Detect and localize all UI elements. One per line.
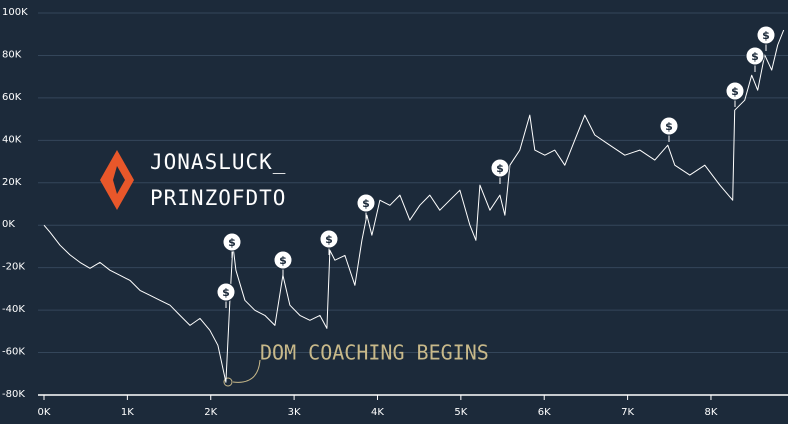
- marker-icon: $: [325, 233, 333, 246]
- y-tick-label: 80K: [2, 49, 22, 60]
- x-tick-label: 6K: [538, 407, 551, 418]
- marker: [725, 81, 745, 101]
- marker: [490, 158, 510, 178]
- player-name: PRINZOFDTO: [150, 186, 286, 210]
- y-tick-label: -20K: [2, 262, 25, 273]
- money-markers: $$$$$$$$$$: [216, 25, 776, 308]
- marker-icon: $: [228, 236, 236, 249]
- x-tick-label: 7K: [621, 407, 634, 418]
- annotation-leader: [232, 359, 261, 383]
- x-tick-label: 2K: [204, 407, 217, 418]
- x-tick-label: 0K: [38, 407, 51, 418]
- marker-icon: $: [731, 85, 739, 98]
- marker: [222, 232, 242, 252]
- logo: [100, 150, 134, 210]
- marker-icon: $: [222, 286, 230, 299]
- y-tick-label: -60K: [2, 347, 25, 358]
- y-tick-label: 40K: [2, 134, 22, 145]
- marker: [745, 46, 765, 66]
- y-tick-label: -80K: [2, 389, 25, 400]
- logo-cut: [113, 166, 125, 194]
- y-tick-label: 0K: [2, 219, 15, 230]
- y-tick-label: -40K: [2, 304, 25, 315]
- marker-icon: $: [762, 29, 770, 42]
- y-tick-label: 60K: [2, 92, 22, 103]
- marker: [356, 193, 376, 213]
- x-tick-label: 4K: [371, 407, 384, 418]
- x-tick-label: 5K: [454, 407, 467, 418]
- annotation: DOM COACHING BEGINS: [260, 341, 489, 365]
- grid: [38, 12, 788, 354]
- player-name: JONASLUCK_: [150, 150, 286, 174]
- line: [43, 29, 785, 383]
- annotation-dot: [223, 377, 233, 387]
- marker: [659, 116, 679, 136]
- marker-icon: $: [496, 162, 504, 175]
- marker: [216, 282, 236, 302]
- marker-icon: $: [665, 120, 673, 133]
- marker: [756, 25, 776, 45]
- marker-icon: $: [362, 197, 370, 210]
- marker-icon: $: [279, 254, 287, 267]
- marker-icon: $: [751, 50, 759, 63]
- x-tick-label: 8K: [705, 407, 718, 418]
- marker: [273, 250, 293, 270]
- y-tick-label: 100K: [2, 7, 28, 18]
- y-tick-label: 20K: [2, 177, 22, 188]
- marker: [319, 229, 339, 249]
- x-tick-label: 1K: [121, 407, 134, 418]
- x-tick-label: 3K: [288, 407, 301, 418]
